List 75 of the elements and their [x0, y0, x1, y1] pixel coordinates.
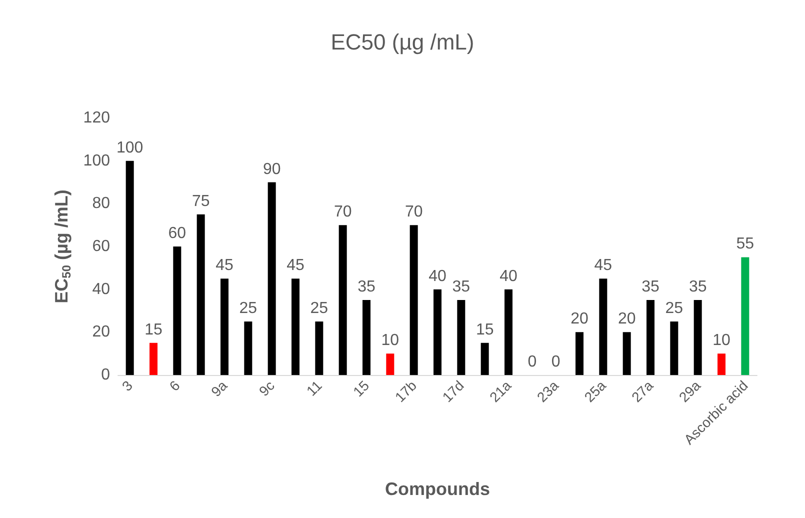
bar — [150, 342, 158, 375]
bar — [741, 257, 750, 375]
bar — [670, 321, 678, 375]
bar — [599, 278, 608, 375]
x-tick-label: 23a — [534, 377, 562, 406]
bar — [576, 332, 584, 375]
data-label: 60 — [168, 225, 186, 242]
data-label: 35 — [688, 278, 707, 296]
x-tick-label: 29a — [676, 377, 704, 406]
data-label: 10 — [712, 332, 730, 350]
data-label: 40 — [428, 268, 446, 285]
y-tick-label: 80 — [92, 195, 110, 212]
data-label: 10 — [381, 332, 400, 350]
data-label: 90 — [262, 160, 281, 178]
data-label: 35 — [452, 278, 470, 296]
bar — [434, 289, 442, 375]
data-label: 15 — [476, 321, 494, 338]
y-axis-title: EC50 (µg /mL) — [51, 190, 74, 304]
bar — [480, 342, 489, 375]
y-tick-label: 120 — [83, 110, 110, 126]
bar — [718, 354, 726, 375]
x-tick-label: 15 — [350, 377, 372, 400]
data-label: 70 — [334, 204, 352, 221]
x-tick-label: 21a — [486, 377, 514, 406]
x-tick-label: 9c — [256, 377, 278, 400]
bar — [622, 332, 631, 375]
data-label: 75 — [192, 192, 210, 210]
bar — [315, 321, 324, 375]
data-label: 45 — [216, 257, 234, 274]
bar — [196, 214, 205, 375]
x-axis-title: Compounds — [385, 479, 490, 499]
x-tick-label: 6 — [166, 377, 183, 394]
bar — [694, 300, 702, 375]
bar — [173, 246, 182, 375]
data-label: 70 — [404, 204, 423, 221]
bar — [410, 225, 418, 375]
y-tick-label: 60 — [92, 238, 110, 255]
chart-title: EC50 (µg /mL) — [330, 30, 474, 54]
data-label: 25 — [665, 300, 684, 317]
bar — [646, 300, 654, 375]
data-label: 20 — [618, 310, 636, 328]
x-tick-label: 17d — [439, 377, 467, 406]
y-tick-label: 40 — [92, 280, 110, 298]
bar — [386, 354, 394, 375]
x-tick-label: 17b — [392, 377, 420, 406]
data-label: 45 — [286, 257, 304, 274]
bar — [244, 321, 252, 375]
data-label: 45 — [594, 257, 612, 274]
bar — [268, 182, 276, 375]
bar — [457, 300, 466, 375]
bar — [126, 160, 134, 375]
data-label: 0 — [551, 354, 560, 370]
y-tick-label: 0 — [101, 366, 110, 384]
bar — [362, 300, 370, 375]
data-label: 25 — [310, 300, 328, 317]
data-label: 15 — [144, 321, 162, 338]
data-label: 35 — [642, 278, 660, 296]
y-tick-label: 20 — [92, 324, 110, 341]
x-tick-label: 9a — [208, 377, 230, 400]
bar — [338, 225, 347, 375]
bar — [504, 289, 512, 375]
data-label: 55 — [736, 236, 754, 253]
data-label: 100 — [116, 139, 144, 156]
y-tick-label: 100 — [83, 152, 110, 170]
data-label: 20 — [570, 310, 588, 328]
x-tick-label: 3 — [118, 377, 136, 394]
data-label: 40 — [500, 268, 518, 285]
data-label: 35 — [358, 278, 376, 296]
x-tick-label: 25a — [581, 377, 609, 406]
bar — [220, 278, 228, 375]
x-tick-label: 11 — [303, 377, 325, 399]
data-label: 25 — [239, 300, 258, 317]
x-tick-label: 27a — [628, 377, 656, 406]
data-label: 0 — [528, 354, 537, 370]
bar — [292, 278, 300, 375]
